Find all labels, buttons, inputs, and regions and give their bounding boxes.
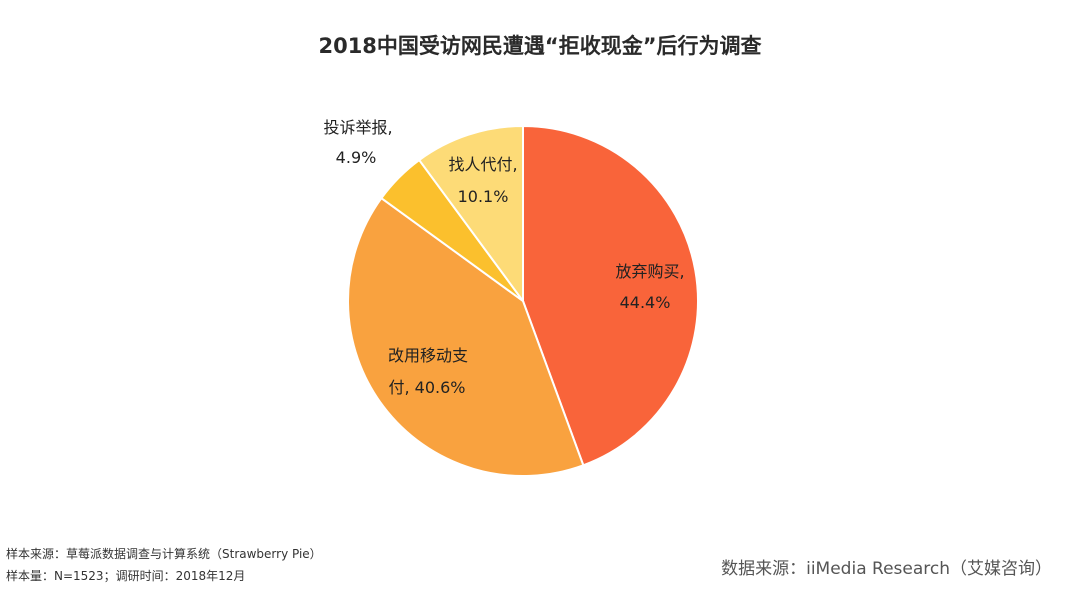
slice-value-proxy-pay: 10.1% (458, 187, 509, 206)
slice-label-mobile-pay: 改用移动支 (388, 346, 468, 365)
data-source: 数据来源：iiMedia Research（艾媒咨询） (721, 559, 1052, 579)
slice-proxy-pay (417, 124, 524, 305)
slice-label-mobile-pay-2: 付, 40.6% (388, 378, 465, 397)
slice-value-complaint: 4.9% (336, 148, 377, 167)
slice-give-up (522, 124, 699, 467)
sample-source: 样本来源：草莓派数据调查与计算系统（Strawberry Pie） (6, 547, 322, 561)
slice-mobile-pay (347, 196, 585, 477)
slice-label-complaint: 投诉举报, (323, 118, 392, 137)
slice-label-proxy-pay: 找人代付, (448, 155, 517, 174)
footer-notes: 样本来源：草莓派数据调查与计算系统（Strawberry Pie） 样本量：N=… (6, 543, 322, 587)
slice-label-give-up: 放弃购买, (615, 262, 684, 281)
chart-title: 2018中国受访网民遭遇“拒收现金”后行为调查 (318, 34, 762, 58)
sample-info: 样本量：N=1523；调研时间：2018年12月 (6, 569, 246, 583)
slice-value-give-up: 44.4% (620, 293, 671, 312)
